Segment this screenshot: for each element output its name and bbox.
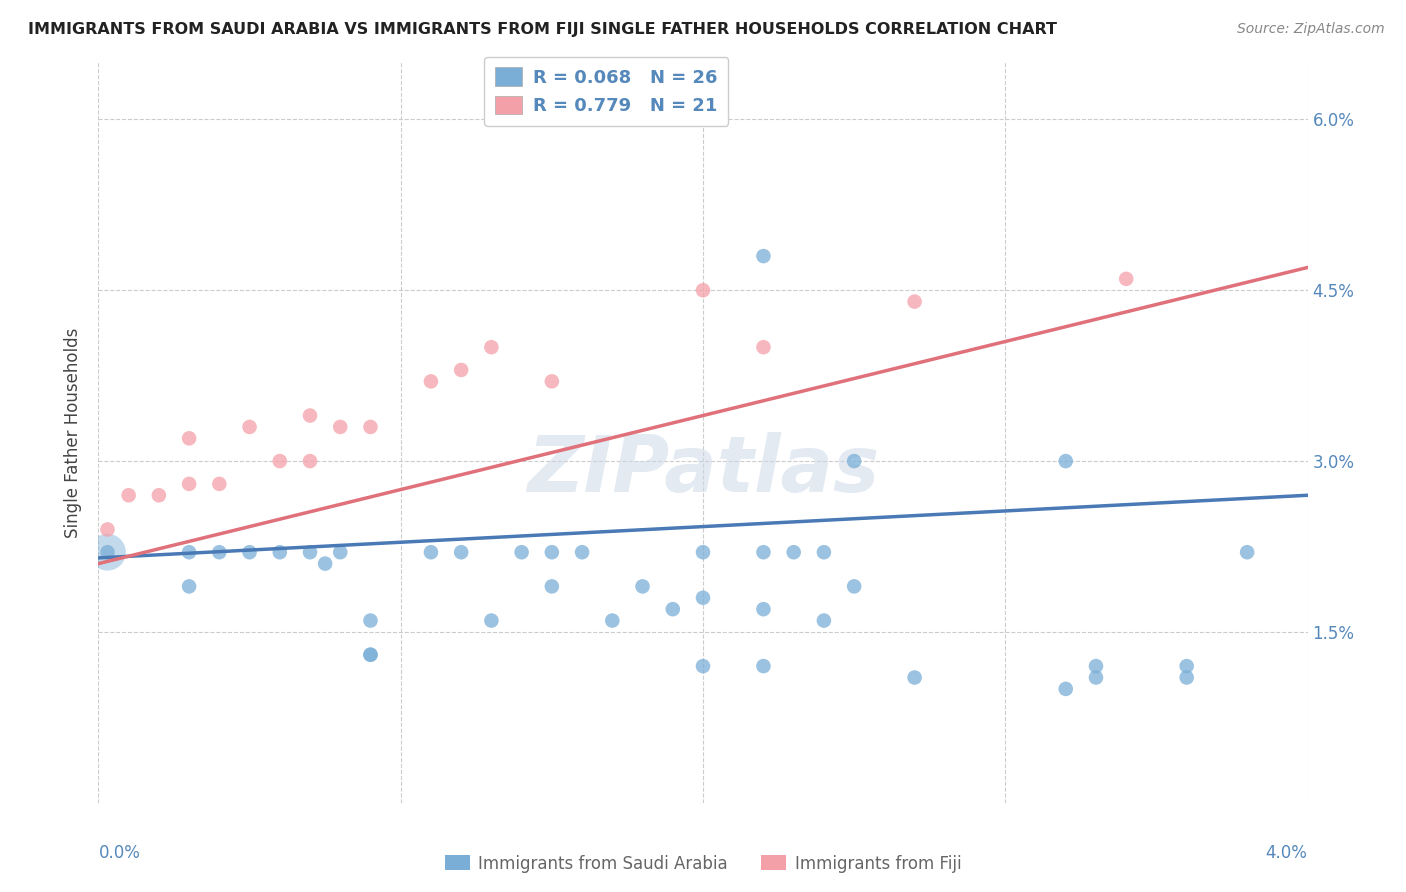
Point bbox=[752, 545, 775, 559]
Y-axis label: Single Father Households: Single Father Households bbox=[65, 327, 83, 538]
Text: 4.0%: 4.0% bbox=[1265, 844, 1308, 862]
Point bbox=[1085, 671, 1108, 685]
Point bbox=[481, 340, 503, 354]
Point bbox=[571, 545, 593, 559]
Point bbox=[510, 545, 533, 559]
Legend: Immigrants from Saudi Arabia, Immigrants from Fiji: Immigrants from Saudi Arabia, Immigrants… bbox=[439, 848, 967, 880]
Point bbox=[118, 488, 141, 502]
Point bbox=[813, 545, 835, 559]
Point bbox=[752, 602, 775, 616]
Point bbox=[752, 659, 775, 673]
Point bbox=[96, 545, 118, 559]
Point bbox=[844, 579, 866, 593]
Point bbox=[269, 545, 291, 559]
Point bbox=[692, 545, 714, 559]
Text: 0.0%: 0.0% bbox=[98, 844, 141, 862]
Point bbox=[1085, 659, 1108, 673]
Point bbox=[360, 648, 382, 662]
Point bbox=[904, 671, 927, 685]
Point bbox=[1175, 659, 1198, 673]
Point bbox=[179, 431, 201, 445]
Point bbox=[96, 545, 118, 559]
Point bbox=[692, 591, 714, 605]
Point bbox=[299, 545, 322, 559]
Point bbox=[420, 545, 443, 559]
Point bbox=[420, 375, 443, 389]
Point bbox=[661, 602, 683, 616]
Legend: R = 0.068   N = 26, R = 0.779   N = 21: R = 0.068 N = 26, R = 0.779 N = 21 bbox=[484, 57, 728, 126]
Point bbox=[813, 614, 835, 628]
Point bbox=[450, 363, 472, 377]
Point bbox=[481, 614, 503, 628]
Point bbox=[179, 476, 201, 491]
Point bbox=[179, 579, 201, 593]
Point bbox=[450, 545, 472, 559]
Point bbox=[329, 420, 352, 434]
Point bbox=[752, 249, 775, 263]
Point bbox=[783, 545, 806, 559]
Point bbox=[360, 648, 382, 662]
Point bbox=[602, 614, 624, 628]
Point bbox=[329, 545, 352, 559]
Point bbox=[844, 454, 866, 468]
Point bbox=[360, 420, 382, 434]
Point bbox=[692, 659, 714, 673]
Point bbox=[148, 488, 170, 502]
Point bbox=[239, 545, 262, 559]
Point bbox=[904, 294, 927, 309]
Point bbox=[540, 579, 562, 593]
Text: IMMIGRANTS FROM SAUDI ARABIA VS IMMIGRANTS FROM FIJI SINGLE FATHER HOUSEHOLDS CO: IMMIGRANTS FROM SAUDI ARABIA VS IMMIGRAN… bbox=[28, 22, 1057, 37]
Text: ZIPatlas: ZIPatlas bbox=[527, 432, 879, 508]
Point bbox=[208, 476, 231, 491]
Point bbox=[299, 454, 322, 468]
Point bbox=[96, 523, 118, 537]
Point bbox=[1054, 681, 1077, 696]
Point bbox=[1115, 272, 1137, 286]
Point bbox=[1175, 671, 1198, 685]
Point bbox=[1236, 545, 1258, 559]
Point bbox=[752, 340, 775, 354]
Point bbox=[692, 283, 714, 297]
Text: Source: ZipAtlas.com: Source: ZipAtlas.com bbox=[1237, 22, 1385, 37]
Point bbox=[179, 545, 201, 559]
Point bbox=[314, 557, 336, 571]
Point bbox=[360, 614, 382, 628]
Point bbox=[239, 420, 262, 434]
Point bbox=[299, 409, 322, 423]
Point bbox=[540, 375, 562, 389]
Point bbox=[1054, 454, 1077, 468]
Point bbox=[269, 454, 291, 468]
Point bbox=[208, 545, 231, 559]
Point bbox=[631, 579, 654, 593]
Point bbox=[540, 545, 562, 559]
